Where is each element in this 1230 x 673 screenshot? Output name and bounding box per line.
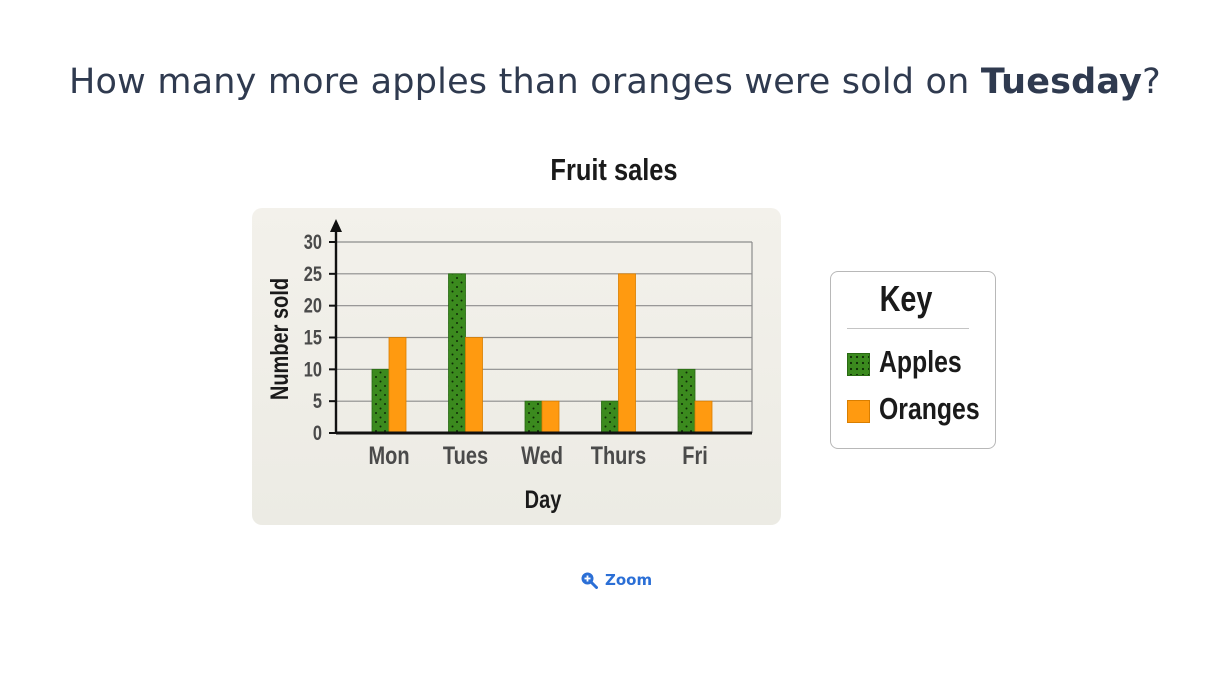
y-tick-label: 30 [304,230,322,253]
legend-swatch-oranges [847,400,870,423]
question-prefix: How many more apples than oranges were s… [69,62,981,102]
bar-oranges-tues [465,337,483,434]
y-tick-label: 0 [313,421,322,444]
bar-apples-fri [677,368,696,434]
zoom-button[interactable]: Zoom [580,569,652,591]
y-tick-label: 20 [304,294,322,317]
bar-apples-thurs [601,400,619,434]
y-tick-label: 10 [304,357,322,380]
chart-panel: 0 5 10 15 20 25 30 Mon Tues Wed Thurs Fri Day Number … [252,208,781,525]
y-tick-label: 25 [304,262,322,285]
question-suffix: ? [1142,62,1161,102]
legend-divider [847,328,969,329]
legend-title: Key [879,278,933,319]
bar-oranges-wed [541,400,560,434]
y-axis-title: Number sold [266,278,294,400]
legend-swatch-apples [847,353,870,376]
legend-item-oranges: Oranges [847,391,997,427]
x-tick-label: Wed [521,442,563,470]
x-axis-title: Day [525,486,562,514]
bar-oranges-thurs [618,273,636,434]
zoom-label: Zoom [605,571,653,589]
question-text: How many more apples than oranges were s… [0,62,1230,102]
legend-label-apples: Apples [879,344,962,379]
zoom-in-icon [581,572,598,589]
chart-title: Fruit sales [550,152,678,187]
bar-apples-tues [448,273,466,434]
bar-oranges-mon [388,337,407,434]
y-axis-arrow [330,219,342,232]
y-tick-label: 15 [304,326,322,349]
bar-oranges-fri [694,400,713,434]
legend-label-oranges: Oranges [879,391,980,426]
chart-legend: Key Apples Oranges [830,271,996,449]
question-emphasis: Tuesday [980,62,1143,102]
legend-item-apples: Apples [847,344,997,380]
bar-apples-mon [371,368,390,434]
y-tick-label: 5 [313,389,322,412]
x-tick-label: Thurs [591,442,647,470]
x-tick-label: Tues [443,442,488,470]
bar-chart: 0 5 10 15 20 25 30 Mon Tues Wed Thurs Fri Day Number … [266,219,753,514]
x-tick-label: Mon [368,442,409,470]
x-tick-label: Fri [682,442,708,470]
bar-apples-wed [524,400,543,434]
